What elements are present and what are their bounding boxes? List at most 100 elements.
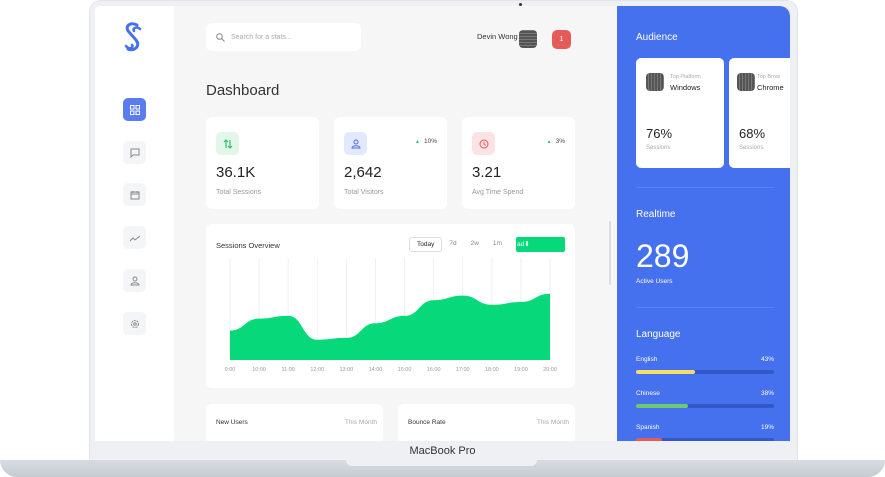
tab-2w[interactable]: 2w [470,240,479,247]
user-name[interactable]: Devin Wong [477,32,518,41]
stat-change: ▲ 3% [547,138,565,145]
card-label: Sessions [646,145,671,151]
stat-value: 36.1K [216,164,256,181]
sidebar [95,6,174,441]
language-bar [636,370,774,374]
browser-icon [737,73,755,91]
card-name: Windows [670,83,701,92]
nav-users[interactable] [123,269,146,292]
stat-change: ▲ 10% [415,138,437,145]
nav-analytics[interactable] [123,226,146,249]
stat-value: 2,642 [344,164,382,181]
x-tick-label: 19:00 [514,367,528,373]
x-tick-label: 14:00 [369,367,383,373]
language-bar-fill [636,438,663,441]
language-title: Language [636,329,681,340]
sessions-overview-card: Sessions Overview Today 7d 2w 1m ad⬇ 9:0… [206,224,575,388]
language-percent: 38% [760,390,774,397]
card-percent: 76% [646,126,673,141]
language-percent: 19% [760,424,774,431]
stat-card-visitors: ▲ 10% 2,642 Total Visitors [334,117,447,209]
period-select[interactable]: This Month [536,419,569,426]
stat-label: Total Visitors [344,189,384,196]
chart-title: Sessions Overview [216,241,280,250]
new-users-card: New Users This Month [206,404,383,441]
stat-card-time: ▲ 3% 3.21 Avg Time Spend [462,117,575,209]
gear-icon [130,319,139,328]
language-bar-fill [636,370,696,374]
scrollbar[interactable] [609,221,611,285]
sessions-area-chart: 9:00 10:00 11:00 12:00 13:00 14:00 15:00 16:00 1… [225,258,557,373]
avatar[interactable] [519,30,537,48]
stat-change-value: 3% [555,138,565,145]
stat-change-value: 10% [423,138,437,145]
card-subtitle: Top Platform [670,74,701,80]
laptop-base [0,460,885,477]
logo-icon [124,22,142,52]
download-icon: ⬇ [524,241,530,248]
language-name: Chinese [636,390,660,397]
sessions-area [230,293,550,360]
camera [519,3,522,6]
audience-title: Audience [636,32,678,43]
language-bar-fill [636,404,689,408]
page-title: Dashboard [206,82,280,99]
x-tick-label: 16:00 [427,367,441,373]
nav-dashboard[interactable] [123,98,146,121]
user-icon [344,132,367,155]
language-name: English [636,356,658,363]
x-tick-label: 9:00 [225,367,236,373]
right-panel: Audience Top Platform Windows 76% Sessio… [617,6,790,441]
card-label: Sessions [739,145,764,151]
audience-card-browser: Top Brow Chrome 68% Sessions [729,58,790,168]
stat-value: 3.21 [472,164,502,181]
trend-icon [129,235,140,241]
notification-badge[interactable]: 1 [552,30,571,49]
stat-label: Total Sessions [216,189,262,196]
dashboard-icon [129,104,140,115]
realtime-label: Active Users [636,278,673,285]
card-title: New Users [216,419,248,426]
laptop-notch [346,460,537,466]
device-label: MacBook Pro [409,445,476,457]
chat-icon [130,148,139,158]
clock-icon [472,132,495,155]
language-name: Spanish [636,424,660,431]
language-row-chinese: Chinese 38% [636,390,774,408]
search-placeholder: Search for a stats... [231,33,292,41]
search-input[interactable]: Search for a stats... [206,23,361,51]
card-subtitle: Top Brow [757,74,780,80]
x-tick-label: 13:00 [339,367,353,373]
x-tick-label: 15:00 [398,367,412,373]
realtime-value: 289 [636,238,690,274]
stat-label: Avg Time Spend [472,189,524,196]
x-tick-label: 18:00 [485,367,499,373]
audience-card-platform: Top Platform Windows 76% Sessions [636,58,724,168]
period-select[interactable]: This Month [344,419,377,426]
time-range-tabs: Today 7d 2w 1m [409,237,509,252]
divider [636,307,774,308]
card-percent: 68% [739,126,766,141]
tab-today[interactable]: Today [409,237,443,252]
nav-settings[interactable] [123,312,146,335]
language-row-english: English 43% [636,356,774,374]
language-bar [636,404,774,408]
bounce-rate-card: Bounce Rate This Month [398,404,575,441]
divider [636,187,774,188]
up-arrow-icon: ▲ [415,139,420,145]
x-tick-label: 11:00 [282,367,295,373]
nav-calendar[interactable] [123,183,146,206]
language-bar [636,438,774,441]
stat-card-sessions: 36.1K Total Sessions [206,117,319,209]
nav-messages[interactable] [123,141,146,164]
up-arrow-icon: ▲ [546,139,552,145]
x-tick-label: 20:00 [543,367,557,373]
x-tick-label: 10:00 [252,367,266,373]
screen: Search for a stats... Devin Wong 1 Dashb… [95,6,790,441]
platform-icon [646,73,664,91]
tab-7d[interactable]: 7d [449,240,457,247]
download-button[interactable]: ad⬇ [516,237,565,252]
tab-1m[interactable]: 1m [492,240,502,247]
language-percent: 43% [760,356,774,363]
user-icon [129,276,140,285]
